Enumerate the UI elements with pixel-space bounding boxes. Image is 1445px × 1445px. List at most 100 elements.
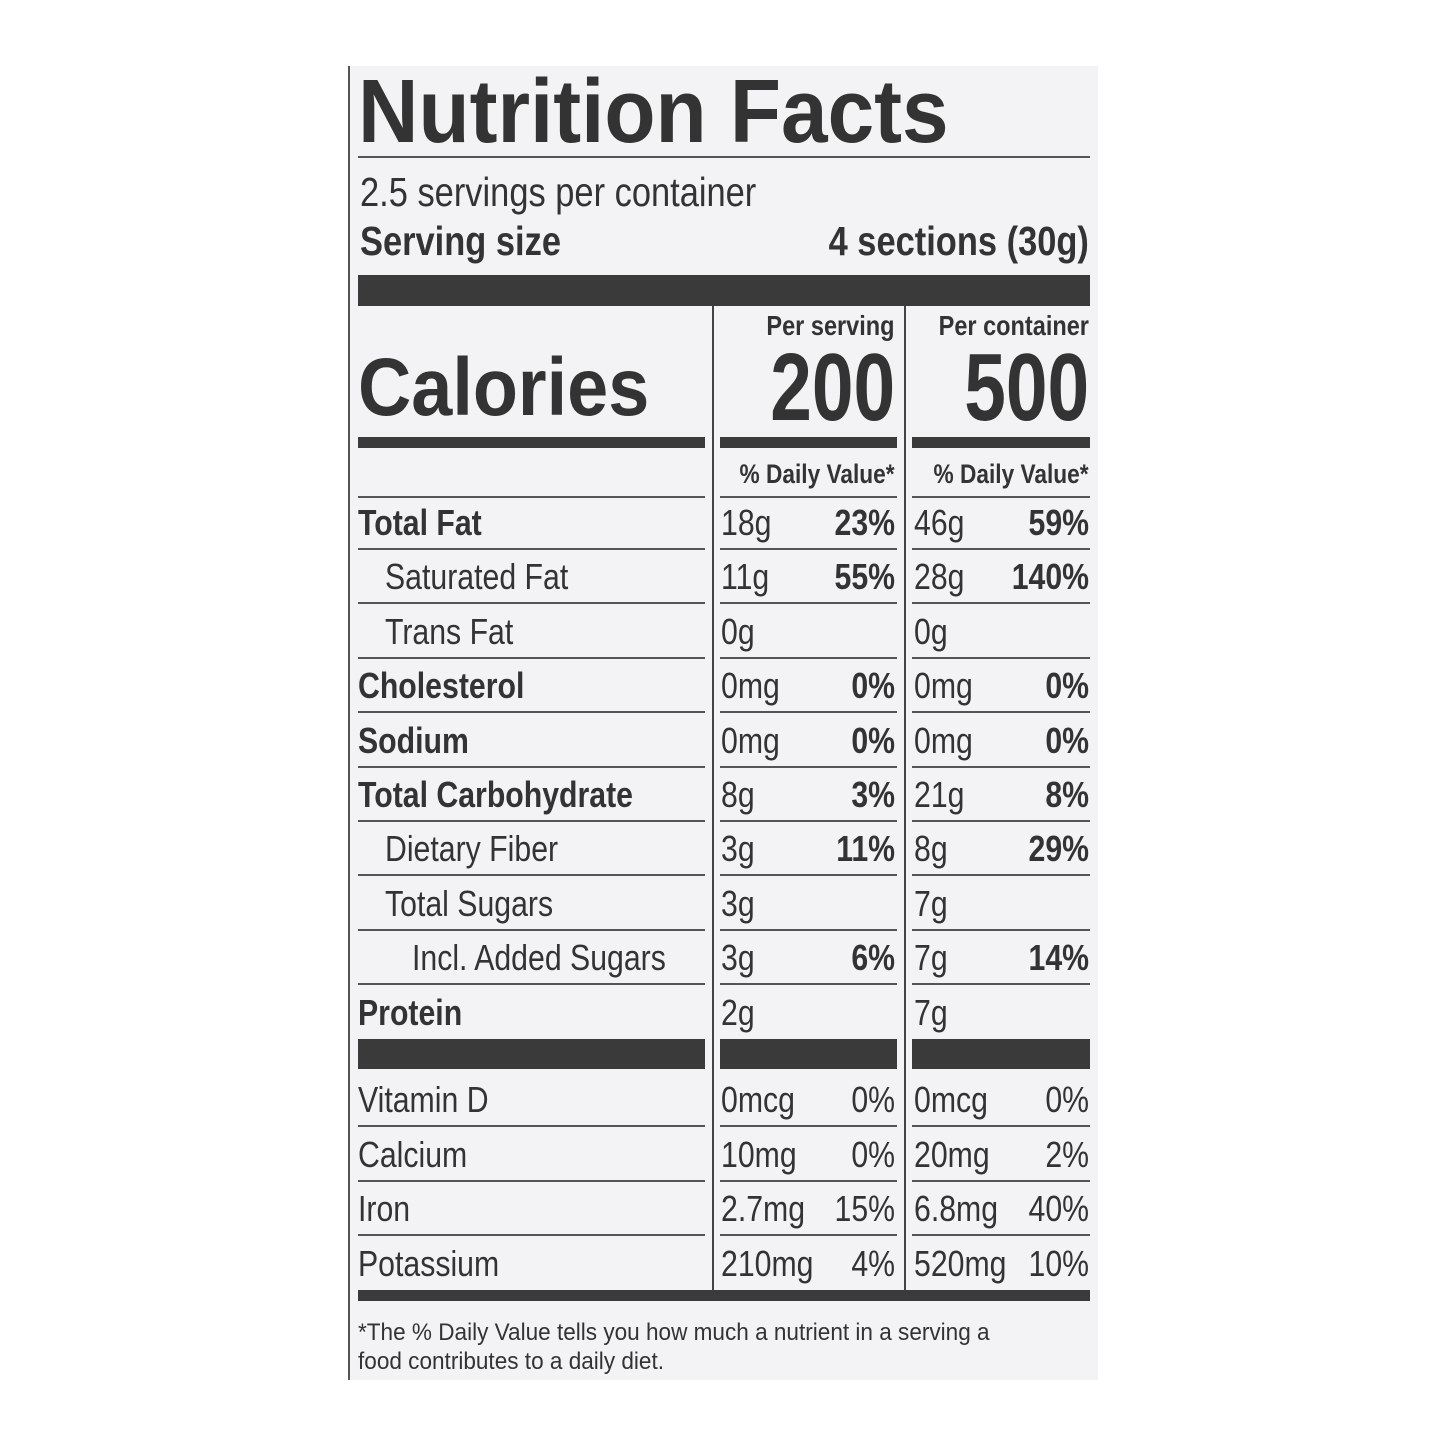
row-divider [358, 874, 705, 877]
container-amount: 8g [914, 829, 954, 869]
serving-daily-value-text: 0% [851, 1079, 895, 1120]
nutrient-name: Total Sugars [385, 883, 585, 924]
nutrient-name: Total Fat [358, 503, 505, 543]
nutrient-name-text: Iron [358, 1188, 411, 1230]
column-divider [712, 306, 714, 1290]
row-divider [720, 820, 897, 822]
container-amount-text: 0mg [914, 719, 973, 761]
row-divider [358, 1125, 705, 1127]
serving-daily-value: 0% [843, 720, 895, 761]
serving-size-label: Serving size [360, 219, 599, 263]
per-serving-header: Per serving [742, 312, 895, 340]
serving-amount: 0mcg [721, 1080, 809, 1120]
container-amount-text: 0g [914, 610, 948, 652]
container-amount-text: 6.8mg [914, 1188, 999, 1230]
container-amount-text: 8g [914, 828, 948, 870]
row-divider [358, 820, 705, 822]
row-divider [720, 1179, 897, 1182]
bottom-divider [358, 1290, 1090, 1301]
row-divider [912, 656, 1090, 659]
nutrient-name: Total Carbohydrate [358, 775, 685, 815]
footnote-line: *The % Daily Value tells you how much a … [358, 1319, 990, 1346]
nutrient-name: Trans Fat [385, 611, 538, 652]
nutrient-name: Potassium [358, 1243, 526, 1284]
nutrient-name-text: Incl. Added Sugars [412, 937, 666, 979]
dv-header-text: % Daily Value* [739, 459, 895, 489]
container-amount-text: 7g [914, 882, 948, 924]
nutrient-name-text: Total Fat [358, 502, 482, 543]
container-daily-value-text: 0% [1045, 1079, 1089, 1120]
nutrient-name-text: Saturated Fat [385, 556, 569, 598]
label-title: Nutrition Facts [358, 67, 993, 157]
calories-serving-value: 200 [770, 334, 895, 441]
serving-amount-text: 3g [721, 828, 755, 870]
container-daily-value: 140% [997, 557, 1089, 597]
calories-per-container: 500 [929, 334, 1089, 441]
container-amount: 28g [914, 557, 974, 597]
serving-daily-value-text: 15% [834, 1188, 895, 1230]
thick-divider [912, 1039, 1090, 1069]
container-daily-value: 59% [1017, 503, 1089, 543]
per-container-text: Per container [938, 310, 1089, 341]
serving-amount-text: 8g [721, 774, 755, 815]
nutrient-name: Cholesterol [358, 666, 556, 706]
container-amount: 0mg [914, 719, 984, 761]
serving-amount-text: 210mg [721, 1242, 814, 1284]
thick-divider [720, 1039, 897, 1069]
row-divider [358, 548, 705, 550]
footnote: *The % Daily Value tells you how much a … [358, 1318, 1030, 1376]
calories-label: Calories [358, 345, 682, 431]
container-daily-value-text: 2% [1045, 1133, 1089, 1175]
container-amount-text: 0mcg [914, 1079, 988, 1120]
container-daily-value-text: 140% [1011, 556, 1089, 598]
serving-amount: 3g [721, 829, 761, 869]
row-divider [720, 602, 897, 605]
calories-container-value: 500 [964, 334, 1089, 441]
nutrient-name: Iron [358, 1189, 420, 1229]
serving-amount-text: 0mg [721, 719, 780, 761]
per-container-header: Per container [910, 312, 1089, 340]
medium-divider [358, 437, 705, 448]
row-divider [912, 983, 1090, 986]
serving-daily-value: 3% [843, 775, 895, 815]
container-amount: 0mcg [914, 1080, 1002, 1120]
serving-daily-value: 23% [823, 503, 895, 543]
row-divider [720, 548, 897, 550]
row-divider [358, 711, 705, 714]
serving-amount-text: 2.7mg [721, 1188, 806, 1230]
serving-daily-value-text: 0% [851, 665, 895, 707]
row-divider [358, 983, 705, 986]
serving-amount-text: 0mcg [721, 1079, 795, 1120]
serving-amount: 3g [721, 883, 761, 924]
row-divider [720, 656, 897, 659]
container-amount: 6.8mg [914, 1189, 1014, 1229]
nutrient-name-text: Cholesterol [358, 665, 525, 707]
row-divider [358, 1234, 705, 1237]
serving-daily-value: 6% [843, 938, 895, 978]
container-amount: 7g [914, 992, 954, 1033]
serving-amount-text: 18g [721, 502, 772, 543]
serving-amount: 11g [721, 557, 778, 597]
serving-amount-text: 10mg [721, 1133, 797, 1175]
container-daily-value-text: 10% [1028, 1242, 1089, 1284]
serving-amount: 3g [721, 938, 761, 978]
container-amount-text: 7g [914, 937, 948, 979]
row-divider [720, 874, 897, 877]
serving-daily-value: 0% [843, 1134, 895, 1175]
container-amount-text: 46g [914, 502, 965, 543]
container-daily-value: 29% [1017, 829, 1089, 869]
serving-daily-value-text: 4% [851, 1242, 895, 1284]
container-daily-value-text: 40% [1028, 1188, 1089, 1230]
serving-amount: 0mg [721, 666, 791, 706]
nutrient-name-text: Vitamin D [358, 1079, 489, 1120]
nutrient-name: Protein [358, 992, 482, 1033]
row-divider [358, 602, 705, 605]
row-divider [912, 1125, 1090, 1127]
container-daily-value: 0% [1037, 666, 1089, 706]
serving-amount: 18g [721, 503, 781, 543]
container-amount: 0g [914, 610, 954, 652]
serving-daily-value: 0% [843, 1080, 895, 1120]
row-divider [358, 496, 705, 498]
serving-amount-text: 0mg [721, 665, 780, 707]
per-serving-text: Per serving [766, 310, 895, 341]
